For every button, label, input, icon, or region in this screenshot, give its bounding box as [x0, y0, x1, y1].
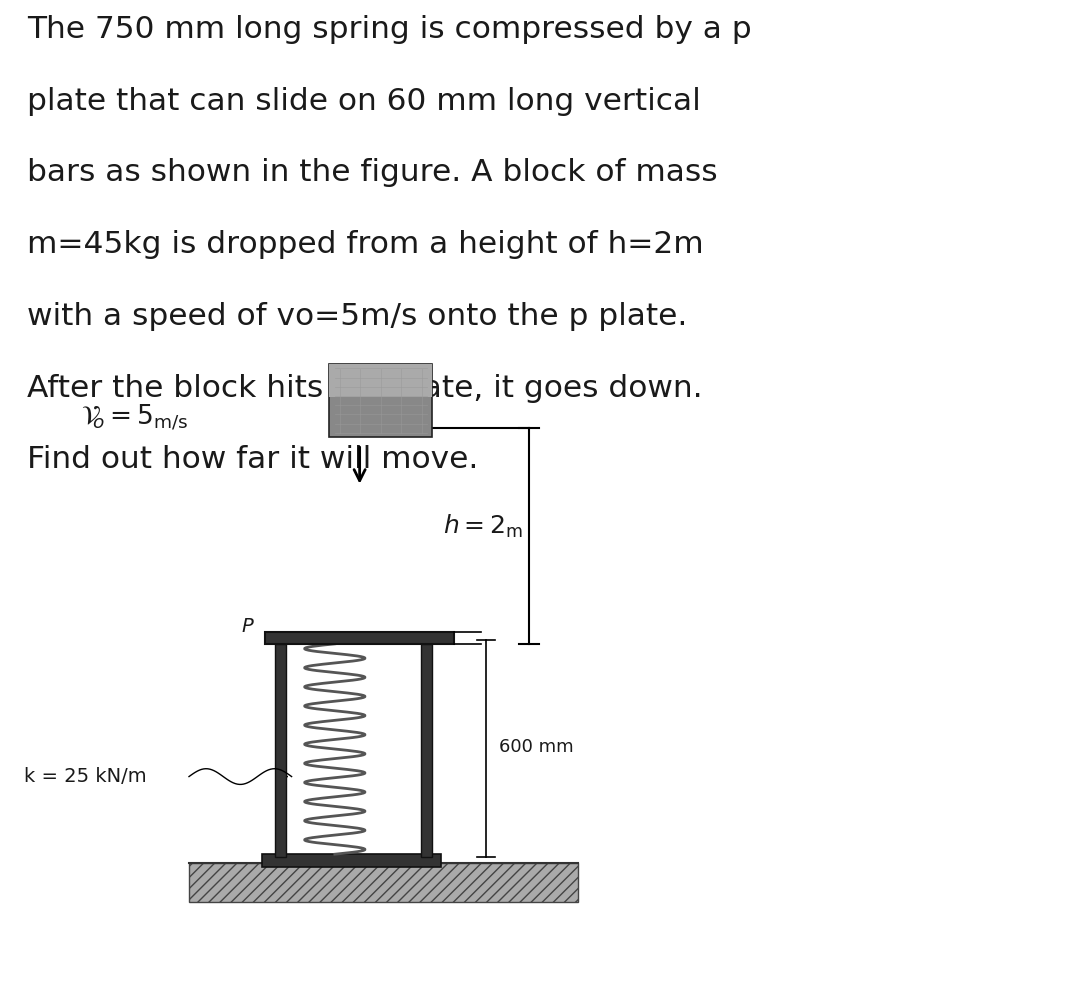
Text: $h{=}2_{\mathsf{m}}$: $h{=}2_{\mathsf{m}}$ — [443, 512, 523, 540]
Text: m=45kg is dropped from a height of h=2m: m=45kg is dropped from a height of h=2m — [27, 230, 704, 260]
Bar — [265, 632, 454, 644]
Bar — [421, 644, 432, 857]
Text: k = 25 kN/m: k = 25 kN/m — [24, 767, 147, 786]
Bar — [189, 863, 578, 902]
Text: Find out how far it will move.: Find out how far it will move. — [27, 445, 478, 475]
Bar — [329, 364, 432, 437]
Text: bars as shown in the figure. A block of mass: bars as shown in the figure. A block of … — [27, 158, 717, 188]
Text: $P$: $P$ — [241, 618, 255, 636]
Bar — [275, 644, 286, 857]
Text: with a speed of vo=5m/s onto the p plate.: with a speed of vo=5m/s onto the p plate… — [27, 302, 687, 331]
Text: $\mathcal{V}_{\!\!o}$$= 5_{\mathsf{m/s}}$: $\mathcal{V}_{\!\!o}$$= 5_{\mathsf{m/s}}… — [81, 403, 189, 433]
Text: 600 mm: 600 mm — [499, 738, 573, 756]
Bar — [329, 364, 432, 397]
Text: After the block hits the plate, it goes down.: After the block hits the plate, it goes … — [27, 374, 703, 403]
Text: The 750 mm long spring is compressed by a p: The 750 mm long spring is compressed by … — [27, 15, 752, 44]
Bar — [262, 854, 441, 867]
Text: plate that can slide on 60 mm long vertical: plate that can slide on 60 mm long verti… — [27, 87, 701, 116]
